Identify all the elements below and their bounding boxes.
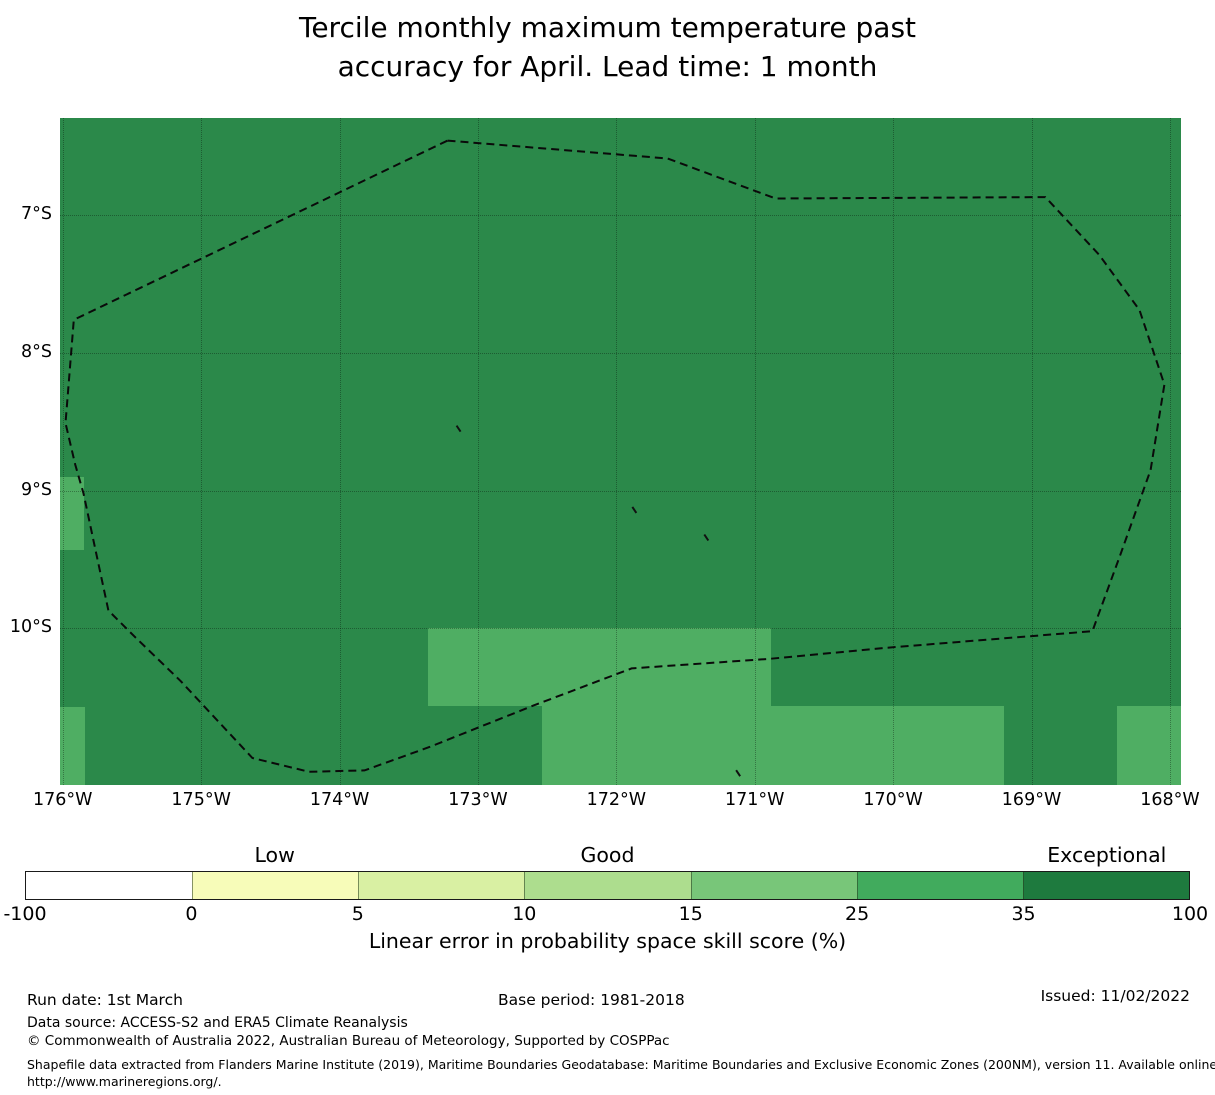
shapefile-attribution-line1: Shapefile data extracted from Flanders M… xyxy=(27,1057,1215,1072)
latitude-tick-label: 7°S xyxy=(21,204,52,225)
chart-title: Tercile monthly maximum temperature past… xyxy=(0,8,1215,86)
run-date-text: Run date: 1st March xyxy=(27,991,183,1009)
graticule-longitude-line xyxy=(1031,118,1033,785)
data-source-text: Data source: ACCESS-S2 and ERA5 Climate … xyxy=(27,1015,408,1031)
graticule-longitude-line xyxy=(893,118,895,785)
graticule-longitude-line xyxy=(616,118,618,785)
graticule-longitude-line xyxy=(62,118,64,785)
longitude-tick-label: 175°W xyxy=(171,790,231,810)
longitude-tick-label: 170°W xyxy=(863,790,923,810)
island-mark xyxy=(703,533,710,542)
skill-bin-25-35-cell xyxy=(541,705,1004,785)
longitude-tick-label: 172°W xyxy=(586,790,647,810)
skill-bin-25-35-cell xyxy=(60,476,84,550)
longitude-tick-label: 169°W xyxy=(1001,790,1062,810)
skill-bin-25-35-cell xyxy=(428,628,772,706)
latitude-tick-label: 8°S xyxy=(21,341,52,362)
colorbar-tick-label: -100 xyxy=(3,903,47,925)
colorbar-category-label: Good xyxy=(580,843,635,867)
colorbar-segment xyxy=(856,872,1023,899)
chart-title-line2: accuracy for April. Lead time: 1 month xyxy=(337,50,878,83)
colorbar-tick-label: 15 xyxy=(678,903,703,925)
graticule-latitude-line xyxy=(60,352,1181,354)
graticule-longitude-line xyxy=(1169,118,1171,785)
colorbar-tick-label: 100 xyxy=(1171,903,1209,925)
chart-title-line1: Tercile monthly maximum temperature past xyxy=(298,11,917,44)
base-period-text: Base period: 1981-2018 xyxy=(498,991,685,1009)
map-plot-area xyxy=(60,118,1181,785)
issued-date-text: Issued: 11/02/2022 xyxy=(1040,987,1190,1005)
colorbar-tick-label: 35 xyxy=(1011,903,1036,925)
longitude-tick-label: 168°W xyxy=(1140,790,1200,810)
latitude-tick-label: 10°S xyxy=(9,617,52,638)
colorbar-segment xyxy=(192,872,359,899)
graticule-longitude-line xyxy=(201,118,203,785)
colorbar-title: Linear error in probability space skill … xyxy=(368,929,847,953)
colorbar-segment xyxy=(524,872,691,899)
skill-bin-25-35-cell xyxy=(1117,705,1181,785)
colorbar-segment xyxy=(358,872,525,899)
colorbar-tick-label: 10 xyxy=(512,903,537,925)
island-mark xyxy=(735,769,741,777)
longitude-tick-label: 171°W xyxy=(725,790,785,810)
colorbar xyxy=(25,871,1190,900)
longitude-tick-label: 176°W xyxy=(33,790,93,810)
eez-boundary xyxy=(64,139,1166,773)
graticule-longitude-line xyxy=(339,118,341,785)
island-mark xyxy=(455,425,462,433)
shapefile-attribution-line2: http://www.marineregions.org/. xyxy=(27,1074,222,1089)
graticule-latitude-line xyxy=(60,215,1181,217)
graticule-latitude-line xyxy=(60,628,1181,630)
colorbar-segment xyxy=(1022,872,1189,899)
map-overlay-svg xyxy=(64,139,1166,777)
colorbar-tick-label: 0 xyxy=(185,903,198,925)
longitude-tick-label: 174°W xyxy=(309,790,370,810)
skill-bin-25-35-cell xyxy=(60,706,85,785)
graticule-longitude-line xyxy=(477,118,479,785)
colorbar-tick-label: 25 xyxy=(845,903,870,925)
copyright-text: © Commonwealth of Australia 2022, Austra… xyxy=(27,1033,670,1049)
colorbar-segment xyxy=(26,872,193,899)
colorbar-tick-label: 5 xyxy=(351,903,364,925)
graticule-latitude-line xyxy=(60,490,1181,492)
graticule-longitude-line xyxy=(754,118,756,785)
longitude-tick-label: 173°W xyxy=(448,790,508,810)
colorbar-segment xyxy=(690,872,857,899)
island-mark xyxy=(631,506,638,514)
colorbar-category-label: Exceptional xyxy=(1047,843,1167,867)
latitude-tick-label: 9°S xyxy=(21,479,52,500)
colorbar-category-label: Low xyxy=(254,843,295,867)
